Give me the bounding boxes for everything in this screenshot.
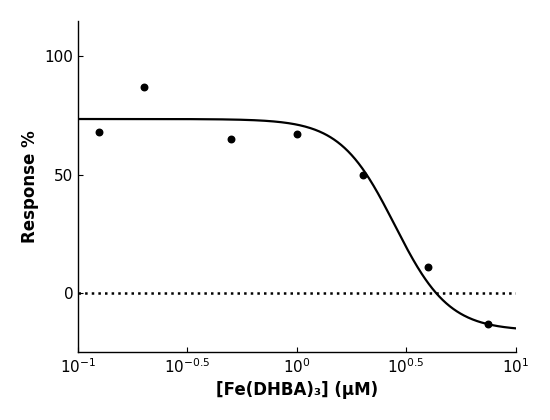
Point: [95, 129, 104, 135]
X-axis label: [Fe(DHBA)₃] (μM): [Fe(DHBA)₃] (μM): [216, 381, 378, 399]
Y-axis label: Response %: Response %: [21, 130, 39, 243]
Point: [484, 320, 493, 327]
Point: [358, 171, 367, 178]
Point: [293, 131, 301, 138]
Point: [424, 263, 433, 270]
Point: [227, 136, 235, 142]
Point: [140, 84, 148, 90]
